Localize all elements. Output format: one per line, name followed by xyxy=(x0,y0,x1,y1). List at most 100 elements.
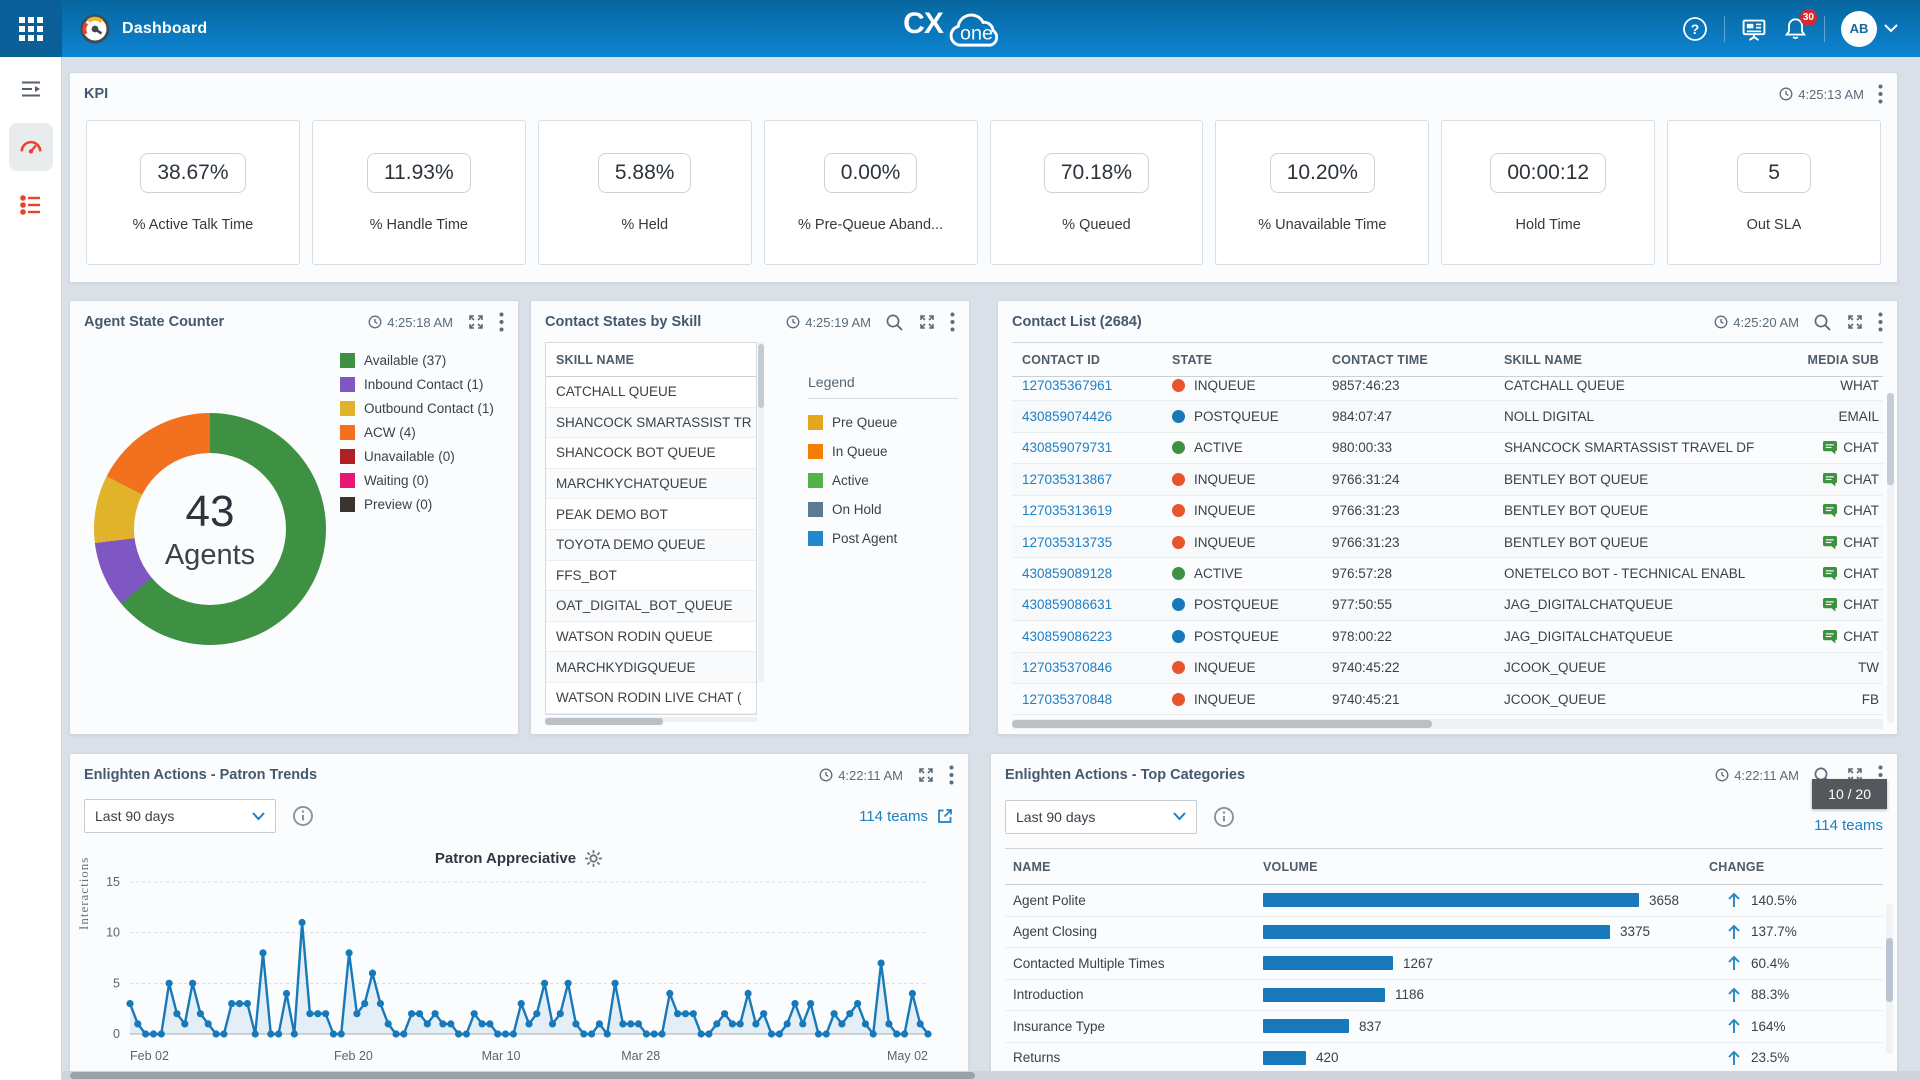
column-header[interactable]: CONTACT TIME xyxy=(1332,352,1428,367)
column-header[interactable]: STATE xyxy=(1172,352,1213,367)
skill-row[interactable]: TOYOTA DEMO QUEUE xyxy=(546,529,756,561)
legend-item[interactable]: Waiting (0) xyxy=(340,473,494,488)
trends-expand-icon[interactable] xyxy=(917,766,935,784)
trend-chart-title: Patron Appreciative xyxy=(434,850,577,867)
skill-search-icon[interactable] xyxy=(885,313,904,332)
table-row[interactable]: 430859074426 POSTQUEUE 984:07:47 NOLL DIGIT… xyxy=(1012,401,1883,433)
sidebar-menu-icon[interactable] xyxy=(9,69,53,109)
kpi-card[interactable]: 5 Out SLA xyxy=(1667,120,1881,265)
page-horizontal-scrollbar[interactable] xyxy=(62,1071,1920,1080)
trends-date-range-select[interactable]: Last 90 days xyxy=(84,799,276,833)
help-icon[interactable]: ? xyxy=(1682,16,1708,42)
contact-id-link[interactable]: 127035370846 xyxy=(1022,660,1113,676)
contact-id-link[interactable]: 430859074426 xyxy=(1022,409,1113,425)
table-row[interactable]: 430859089128 ACTIVE 976:57:28 ONETELCO BOT … xyxy=(1012,558,1883,590)
skill-row[interactable]: PEAK DEMO BOT xyxy=(546,499,756,530)
contact-horizontal-scrollbar[interactable] xyxy=(1012,719,1883,729)
kpi-card[interactable]: 10.20% % Unavailable Time xyxy=(1215,120,1430,265)
contact-search-icon[interactable] xyxy=(1813,313,1832,332)
column-header[interactable]: VOLUME xyxy=(1263,859,1318,874)
table-row[interactable]: 127035367961 INQUEUE 9857:46:23 CATCHALL QU… xyxy=(1012,377,1883,402)
trend-line-chart[interactable]: Interactions 0 5 10 15 Feb 02 Feb 20 Mar 10 Mar… xyxy=(70,857,968,1070)
column-header[interactable]: CHANGE xyxy=(1709,859,1765,874)
skill-row[interactable]: CATCHALL QUEUE xyxy=(546,377,756,408)
table-row[interactable]: Agent Polite 3658 140.5% xyxy=(1005,885,1883,917)
table-row[interactable]: 430859086223 POSTQUEUE 978:00:22 JAG_DIGITA… xyxy=(1012,621,1883,653)
categories-info-icon[interactable] xyxy=(1213,806,1235,828)
table-row[interactable]: Contacted Multiple Times 1267 60.4% xyxy=(1005,948,1883,980)
skill-column-header[interactable]: SKILL NAME xyxy=(546,343,756,377)
skill-row[interactable]: MARCHKYCHATQUEUE xyxy=(546,468,756,500)
notifications-bell-icon[interactable]: 30 xyxy=(1783,9,1817,41)
kpi-kebab-menu-icon[interactable] xyxy=(1878,84,1883,104)
contact-id-link[interactable]: 127035370848 xyxy=(1022,691,1113,707)
column-header[interactable]: CONTACT ID xyxy=(1022,352,1101,367)
table-row[interactable]: 127035313619 INQUEUE 9766:31:23 BENTLEY BOT… xyxy=(1012,496,1883,527)
table-row[interactable]: 127035370846 INQUEUE 9740:45:22 JCOOK_QUEUE… xyxy=(1012,652,1883,684)
kpi-card[interactable]: 00:00:12 Hold Time xyxy=(1441,120,1656,265)
kpi-card[interactable]: 70.18% % Queued xyxy=(989,120,1204,265)
table-row[interactable]: Introduction 1186 88.3% xyxy=(1005,980,1883,1011)
kpi-card[interactable]: 0.00% % Pre-Queue Aband... xyxy=(763,120,978,265)
agent-kebab-menu-icon[interactable] xyxy=(499,312,504,332)
contact-id-link[interactable]: 127035367961 xyxy=(1022,377,1113,393)
trends-info-icon[interactable] xyxy=(292,805,314,827)
legend-item[interactable]: Unavailable (0) xyxy=(340,449,494,464)
categories-vertical-scrollbar[interactable] xyxy=(1886,904,1893,1054)
contact-id-link[interactable]: 127035313735 xyxy=(1022,534,1113,550)
trends-teams-link[interactable]: 114 teams xyxy=(859,807,954,825)
kpi-card[interactable]: 38.67% % Active Talk Time xyxy=(86,120,300,265)
contact-kebab-menu-icon[interactable] xyxy=(1878,312,1883,332)
skill-horizontal-scrollbar[interactable] xyxy=(545,716,757,725)
trends-kebab-menu-icon[interactable] xyxy=(949,765,954,785)
kpi-card[interactable]: 5.88% % Held xyxy=(537,120,752,265)
user-menu[interactable]: AB xyxy=(1841,10,1898,47)
presentation-icon[interactable] xyxy=(1741,16,1767,42)
kpi-card[interactable]: 11.93% % Handle Time xyxy=(311,120,526,265)
contact-expand-icon[interactable] xyxy=(1846,313,1864,331)
legend-item[interactable]: Inbound Contact (1) xyxy=(340,377,494,392)
legend-item[interactable]: Outbound Contact (1) xyxy=(340,401,494,416)
table-row[interactable]: Returns 420 23.5% xyxy=(1005,1043,1883,1074)
skill-row[interactable]: WATSON RODIN QUEUE xyxy=(546,622,756,653)
skill-kebab-menu-icon[interactable] xyxy=(950,312,955,332)
column-header[interactable]: SKILL NAME xyxy=(1504,352,1583,367)
legend-item[interactable]: ACW (4) xyxy=(340,425,494,440)
agent-expand-icon[interactable] xyxy=(467,313,485,331)
legend-item[interactable]: Available (37) xyxy=(340,353,494,368)
table-row[interactable]: 127035313735 INQUEUE 9766:31:23 BENTLEY BOT… xyxy=(1012,526,1883,559)
skill-row[interactable]: OAT_DIGITAL_BOT_QUEUE xyxy=(546,591,756,622)
legend-item[interactable]: Preview (0) xyxy=(340,497,494,512)
contact-id-link[interactable]: 430859079731 xyxy=(1022,440,1113,456)
gear-icon[interactable] xyxy=(584,849,603,868)
contact-id-link[interactable]: 430859089128 xyxy=(1022,566,1113,582)
sidebar-item-dashboard[interactable] xyxy=(8,123,53,171)
sidebar-item-list[interactable] xyxy=(9,185,53,225)
column-header[interactable]: NAME xyxy=(1013,859,1051,874)
skill-row[interactable]: WATSON RODIN LIVE CHAT ( xyxy=(546,683,756,714)
skill-expand-icon[interactable] xyxy=(918,313,936,331)
table-row[interactable]: 430859079731 ACTIVE 980:00:33 SHANCOCK SMAR… xyxy=(1012,433,1883,465)
skill-row[interactable]: SHANCOCK SMARTASSIST TR xyxy=(546,407,756,439)
skill-row[interactable]: MARCHKYDIGQUEUE xyxy=(546,652,756,683)
skill-row[interactable]: SHANCOCK BOT QUEUE xyxy=(546,438,756,469)
table-row[interactable]: Agent Closing 3375 137.7% xyxy=(1005,917,1883,948)
scrollbar-thumb[interactable] xyxy=(70,1072,975,1079)
contact-id-link[interactable]: 127035313867 xyxy=(1022,471,1113,487)
column-header[interactable]: MEDIA SUB xyxy=(1807,352,1879,367)
table-row[interactable]: 430859086631 POSTQUEUE 977:50:55 JAG_DIGITA… xyxy=(1012,589,1883,622)
categories-date-range-select[interactable]: Last 90 days xyxy=(1005,799,1197,834)
skill-row[interactable]: FFS_BOT xyxy=(546,561,756,592)
table-row[interactable]: 127035313867 INQUEUE 9766:31:24 BENTLEY BOT… xyxy=(1012,464,1883,496)
apps-grid-button[interactable] xyxy=(0,0,62,57)
contact-id-link[interactable]: 127035313619 xyxy=(1022,503,1113,519)
contact-id-link[interactable]: 430859086631 xyxy=(1022,597,1113,613)
state-dot xyxy=(1172,535,1185,549)
categories-teams-link[interactable]: 114 teams xyxy=(1814,817,1883,834)
skill-vertical-scrollbar[interactable] xyxy=(758,342,764,682)
table-row[interactable]: Insurance Type 837 164% xyxy=(1005,1011,1883,1043)
agent-donut-chart[interactable]: 43 Agents xyxy=(94,413,326,645)
contact-vertical-scrollbar[interactable] xyxy=(1887,393,1894,723)
contact-id-link[interactable]: 430859086223 xyxy=(1022,628,1113,644)
table-row[interactable]: 127035370848 INQUEUE 9740:45:21 JCOOK_QUEUE… xyxy=(1012,684,1883,716)
